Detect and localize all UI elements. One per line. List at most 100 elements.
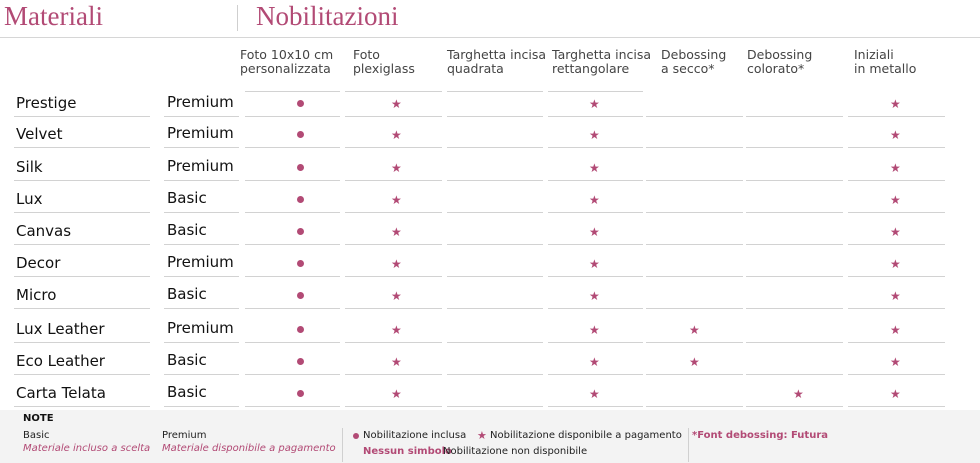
row-rule [848, 406, 945, 407]
dot-icon [297, 390, 304, 397]
row-rule [345, 308, 442, 309]
material-tier: Basic [167, 189, 207, 207]
material-tier: Basic [167, 285, 207, 303]
material-tier: Premium [167, 157, 234, 175]
basic-description: Materiale incluso a scelta [23, 443, 151, 454]
star-icon: ★ [391, 355, 402, 369]
notes-panel [0, 410, 980, 463]
row-rule [548, 276, 643, 277]
star-icon: ★ [890, 257, 901, 271]
row-rule [848, 180, 945, 181]
row-rule [14, 116, 150, 117]
row-rule [245, 212, 340, 213]
row-rule [746, 276, 843, 277]
legend-included: Nobilitazione inclusa [363, 430, 467, 441]
star-icon: ★ [890, 97, 901, 111]
row-rule [548, 244, 643, 245]
row-rule [164, 308, 239, 309]
row-rule [164, 406, 239, 407]
row-rule [548, 147, 643, 148]
star-icon: ★ [589, 355, 600, 369]
material-tier: Basic [167, 351, 207, 369]
legend-paid: Nobilitazione disponibile a pagamento [490, 430, 682, 441]
star-icon: ★ [391, 161, 402, 175]
basic-label: Basic [23, 430, 50, 441]
star-icon: ★ [391, 128, 402, 142]
column-header-line2: in metallo [854, 61, 917, 76]
row-rule [447, 244, 543, 245]
row-rule [14, 276, 150, 277]
star-icon: ★ [589, 257, 600, 271]
title-divider [237, 5, 238, 31]
row-rule [14, 147, 150, 148]
row-rule [548, 116, 643, 117]
row-rule [245, 406, 340, 407]
star-icon: ★ [589, 97, 600, 111]
row-rule [848, 212, 945, 213]
row-rule [245, 147, 340, 148]
star-icon: ★ [589, 193, 600, 207]
header-cell-rule [345, 91, 442, 92]
star-icon: ★ [391, 193, 402, 207]
row-rule [447, 406, 543, 407]
row-rule [447, 374, 543, 375]
row-rule [746, 406, 843, 407]
row-rule [848, 308, 945, 309]
star-icon: ★ [391, 387, 402, 401]
column-header-line1: Foto 10x10 cm [240, 47, 334, 62]
star-icon: ★ [589, 387, 600, 401]
row-rule [548, 308, 643, 309]
material-tier: Basic [167, 221, 207, 239]
row-rule [746, 244, 843, 245]
legend-star-icon: ★ [477, 429, 487, 442]
row-rule [164, 147, 239, 148]
row-rule [345, 180, 442, 181]
row-rule [345, 116, 442, 117]
dot-icon [297, 228, 304, 235]
row-rule [848, 374, 945, 375]
row-rule [14, 342, 150, 343]
row-rule [245, 244, 340, 245]
star-icon: ★ [689, 355, 700, 369]
column-header-line1: Iniziali [854, 47, 894, 62]
dot-icon [297, 260, 304, 267]
star-icon: ★ [391, 225, 402, 239]
row-rule [345, 374, 442, 375]
star-icon: ★ [589, 225, 600, 239]
row-rule [746, 147, 843, 148]
row-rule [646, 147, 743, 148]
material-name: Micro [16, 286, 57, 304]
header-cell-rule [447, 91, 543, 92]
column-header: Targhetta incisa rettangolare [552, 48, 651, 76]
row-rule [345, 406, 442, 407]
star-icon: ★ [391, 289, 402, 303]
star-icon: ★ [589, 128, 600, 142]
legend-none-symbol: Nessun simbolo [363, 446, 452, 457]
row-rule [646, 212, 743, 213]
legend-none: Nobilitazione non disponibile [443, 446, 588, 457]
row-rule [447, 116, 543, 117]
column-header-line2: colorato* [747, 61, 805, 76]
row-rule [646, 244, 743, 245]
header-rule [0, 37, 980, 38]
premium-label: Premium [162, 430, 207, 441]
column-header-line2: personalizzata [240, 61, 331, 76]
notes-divider-1 [342, 428, 343, 462]
row-rule [848, 244, 945, 245]
row-rule [746, 212, 843, 213]
row-rule [345, 342, 442, 343]
star-icon: ★ [589, 289, 600, 303]
star-icon: ★ [890, 225, 901, 239]
row-rule [646, 342, 743, 343]
row-rule [245, 308, 340, 309]
star-icon: ★ [391, 97, 402, 111]
row-rule [548, 374, 643, 375]
row-rule [447, 308, 543, 309]
row-rule [447, 180, 543, 181]
column-header-line2: plexiglass [353, 61, 415, 76]
premium-description: Materiale disponibile a pagamento [162, 443, 336, 454]
material-name: Eco Leather [16, 352, 105, 370]
notes-title: NOTE [23, 413, 54, 424]
row-rule [548, 406, 643, 407]
row-rule [746, 374, 843, 375]
